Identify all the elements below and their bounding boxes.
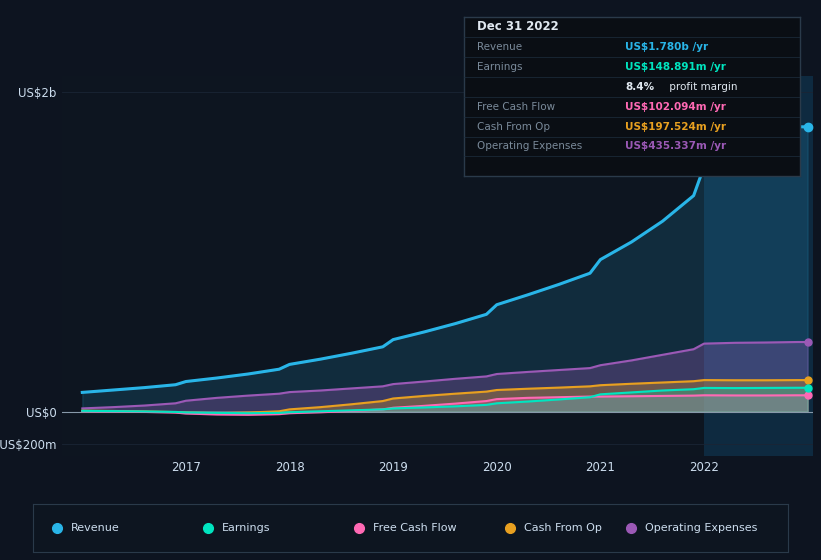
Text: Operating Expenses: Operating Expenses — [477, 142, 583, 151]
Text: US$435.337m /yr: US$435.337m /yr — [626, 142, 727, 151]
Text: profit margin: profit margin — [666, 82, 737, 92]
Text: US$148.891m /yr: US$148.891m /yr — [626, 62, 727, 72]
Text: Revenue: Revenue — [477, 42, 522, 52]
Text: US$102.094m /yr: US$102.094m /yr — [626, 101, 727, 111]
Text: US$197.524m /yr: US$197.524m /yr — [626, 122, 727, 132]
Text: Operating Expenses: Operating Expenses — [644, 523, 757, 533]
Text: Cash From Op: Cash From Op — [524, 523, 602, 533]
Text: Earnings: Earnings — [222, 523, 270, 533]
Text: Cash From Op: Cash From Op — [477, 122, 550, 132]
Text: Free Cash Flow: Free Cash Flow — [373, 523, 456, 533]
Text: 8.4%: 8.4% — [626, 82, 654, 92]
Text: Dec 31 2022: Dec 31 2022 — [477, 20, 559, 33]
Text: Earnings: Earnings — [477, 62, 523, 72]
Text: Revenue: Revenue — [71, 523, 119, 533]
Text: Free Cash Flow: Free Cash Flow — [477, 101, 556, 111]
Text: US$1.780b /yr: US$1.780b /yr — [626, 42, 709, 52]
Bar — [704, 76, 813, 456]
